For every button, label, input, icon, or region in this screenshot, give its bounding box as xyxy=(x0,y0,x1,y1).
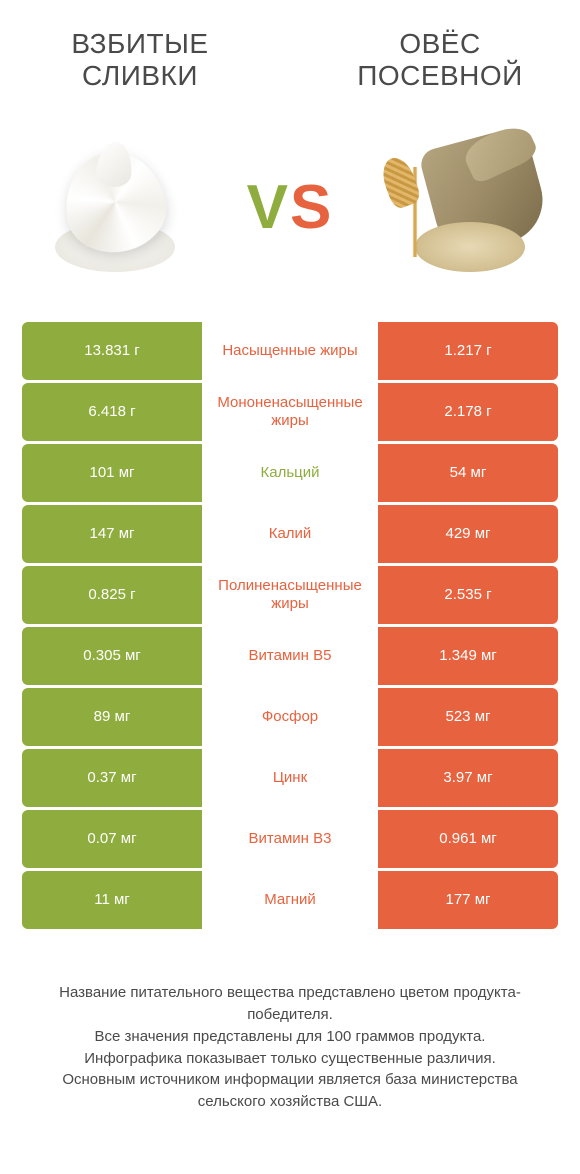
footer-line: Все значения представлены для 100 граммо… xyxy=(30,1026,550,1048)
left-value: 11 мг xyxy=(22,871,202,929)
right-value: 2.535 г xyxy=(378,566,558,624)
nutrient-label: Кальций xyxy=(202,444,378,502)
left-value: 147 мг xyxy=(22,505,202,563)
vs-section: VS xyxy=(0,102,580,322)
nutrient-label: Витамин B5 xyxy=(202,627,378,685)
footer-line: Основным источником информации является … xyxy=(30,1069,550,1113)
left-value: 89 мг xyxy=(22,688,202,746)
nutrient-label: Мононенасыщенные жиры xyxy=(202,383,378,441)
right-value: 1.217 г xyxy=(378,322,558,380)
vs-v: V xyxy=(247,173,290,242)
nutrient-label: Магний xyxy=(202,871,378,929)
table-row: 147 мгКалий429 мг xyxy=(22,505,558,563)
nutrient-label: Цинк xyxy=(202,749,378,807)
right-value: 429 мг xyxy=(378,505,558,563)
table-row: 11 мгМагний177 мг xyxy=(22,871,558,929)
whipped-cream-icon xyxy=(30,122,200,292)
footer-line: Название питательного вещества представл… xyxy=(30,982,550,1026)
left-value: 0.305 мг xyxy=(22,627,202,685)
right-value: 523 мг xyxy=(378,688,558,746)
left-value: 0.37 мг xyxy=(22,749,202,807)
oats-icon xyxy=(380,122,550,292)
right-value: 177 мг xyxy=(378,871,558,929)
left-value: 0.825 г xyxy=(22,566,202,624)
table-row: 0.37 мгЦинк3.97 мг xyxy=(22,749,558,807)
table-row: 0.305 мгВитамин B51.349 мг xyxy=(22,627,558,685)
table-row: 0.07 мгВитамин B30.961 мг xyxy=(22,810,558,868)
table-row: 89 мгФосфор523 мг xyxy=(22,688,558,746)
nutrient-label: Калий xyxy=(202,505,378,563)
table-row: 101 мгКальций54 мг xyxy=(22,444,558,502)
left-value: 13.831 г xyxy=(22,322,202,380)
footer-notes: Название питательного вещества представл… xyxy=(0,932,580,1133)
table-row: 0.825 гПолиненасыщенные жиры2.535 г xyxy=(22,566,558,624)
comparison-table: 13.831 гНасыщенные жиры1.217 г6.418 гМон… xyxy=(0,322,580,929)
header: ВЗБИТЫЕ СЛИВКИ ОВЁС ПОСЕВНОЙ xyxy=(0,0,580,102)
nutrient-label: Витамин B3 xyxy=(202,810,378,868)
left-value: 101 мг xyxy=(22,444,202,502)
left-value: 6.418 г xyxy=(22,383,202,441)
right-value: 54 мг xyxy=(378,444,558,502)
right-value: 1.349 мг xyxy=(378,627,558,685)
left-product-title: ВЗБИТЫЕ СЛИВКИ xyxy=(40,28,240,92)
footer-line: Инфографика показывает только существенн… xyxy=(30,1048,550,1070)
vs-s: S xyxy=(290,173,333,242)
left-value: 0.07 мг xyxy=(22,810,202,868)
right-value: 2.178 г xyxy=(378,383,558,441)
nutrient-label: Насыщенные жиры xyxy=(202,322,378,380)
vs-label: VS xyxy=(247,172,334,243)
table-row: 13.831 гНасыщенные жиры1.217 г xyxy=(22,322,558,380)
nutrient-label: Фосфор xyxy=(202,688,378,746)
right-value: 3.97 мг xyxy=(378,749,558,807)
right-product-title: ОВЁС ПОСЕВНОЙ xyxy=(340,28,540,92)
table-row: 6.418 гМононенасыщенные жиры2.178 г xyxy=(22,383,558,441)
right-value: 0.961 мг xyxy=(378,810,558,868)
nutrient-label: Полиненасыщенные жиры xyxy=(202,566,378,624)
